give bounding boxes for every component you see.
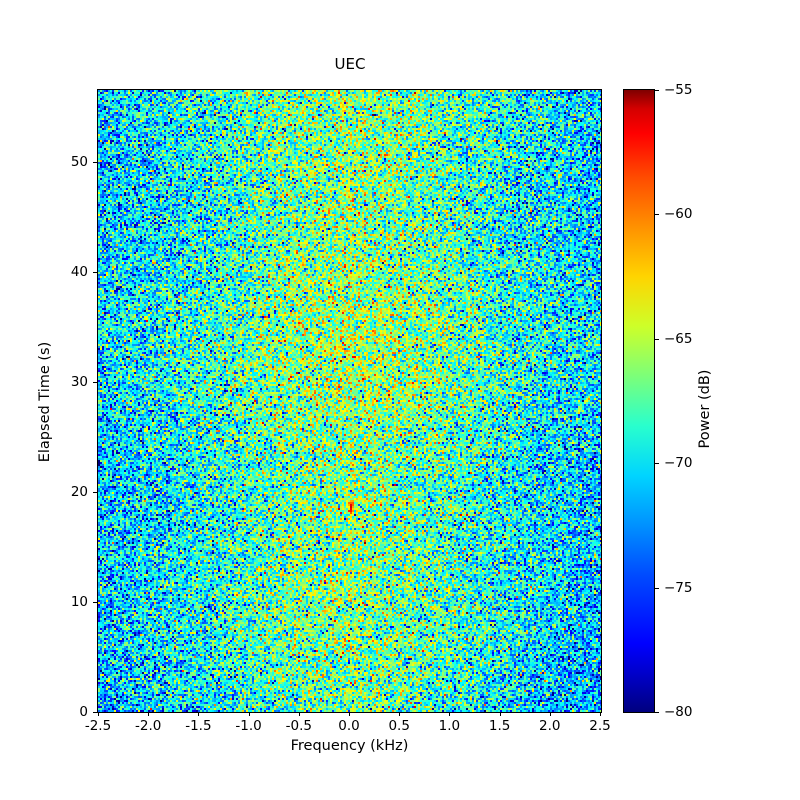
spectrogram-plot-area — [97, 89, 602, 713]
x-tick-label: 1.5 — [488, 718, 511, 734]
x-tick-mark — [298, 712, 300, 716]
colorbar-tick-label: −70 — [664, 455, 693, 472]
colorbar-tick-mark — [655, 463, 659, 465]
colorbar-tick-label: −55 — [664, 82, 693, 98]
y-tick-label: 20 — [70, 484, 88, 501]
x-tick-mark — [198, 712, 200, 716]
colorbar-tick-label: −75 — [664, 579, 693, 596]
x-tick-mark — [549, 712, 551, 716]
colorbar-tick-mark — [655, 90, 659, 91]
x-tick-mark — [98, 712, 99, 716]
colorbar-tick-label: −65 — [664, 330, 693, 347]
title-line-station: UEC — [334, 55, 366, 73]
y-tick-mark — [93, 712, 97, 713]
x-tick-label: 2.0 — [539, 718, 561, 734]
colorbar-label: Power (dB) — [697, 369, 713, 449]
x-tick-label: 1.0 — [438, 718, 461, 734]
y-tick-mark — [93, 272, 97, 274]
colorbar-tick-label: −60 — [664, 206, 693, 223]
x-tick-label: 0.0 — [338, 718, 360, 734]
y-tick-label: 0 — [79, 704, 88, 720]
colorbar-tick-mark — [655, 587, 659, 589]
x-tick-label: 2.5 — [589, 718, 611, 734]
x-tick-label: -1.0 — [235, 718, 262, 734]
y-tick-label: 50 — [70, 154, 88, 171]
y-tick-label: 40 — [70, 264, 88, 281]
spectrogram-heatmap — [98, 90, 601, 712]
colorbar-gradient — [624, 90, 654, 712]
colorbar-tick-mark — [655, 214, 659, 216]
x-tick-label: -2.0 — [135, 718, 162, 734]
x-tick-label: 0.5 — [388, 718, 410, 734]
y-tick-mark — [93, 162, 97, 164]
x-tick-label: -1.5 — [185, 718, 212, 734]
y-tick-mark — [93, 602, 97, 604]
x-tick-mark — [499, 712, 501, 716]
x-tick-label: -0.5 — [285, 718, 312, 734]
y-tick-label: 30 — [70, 374, 88, 391]
y-tick-mark — [93, 492, 97, 494]
x-tick-mark — [600, 712, 601, 716]
colorbar-tick-label: −80 — [664, 704, 693, 720]
x-axis-label: Frequency (kHz) — [290, 738, 409, 754]
x-tick-mark — [349, 712, 350, 716]
colorbar-tick-mark — [655, 338, 659, 340]
y-axis-label: Elapsed Time (s) — [37, 341, 53, 463]
x-tick-label: -2.5 — [84, 718, 112, 734]
y-tick-label: 10 — [70, 594, 88, 611]
y-tick-mark — [93, 382, 97, 384]
colorbar — [623, 89, 655, 713]
x-tick-mark — [399, 712, 401, 716]
x-tick-mark — [248, 712, 250, 716]
x-tick-mark — [148, 712, 150, 716]
colorbar-tick-mark — [655, 712, 659, 713]
x-tick-mark — [449, 712, 451, 716]
